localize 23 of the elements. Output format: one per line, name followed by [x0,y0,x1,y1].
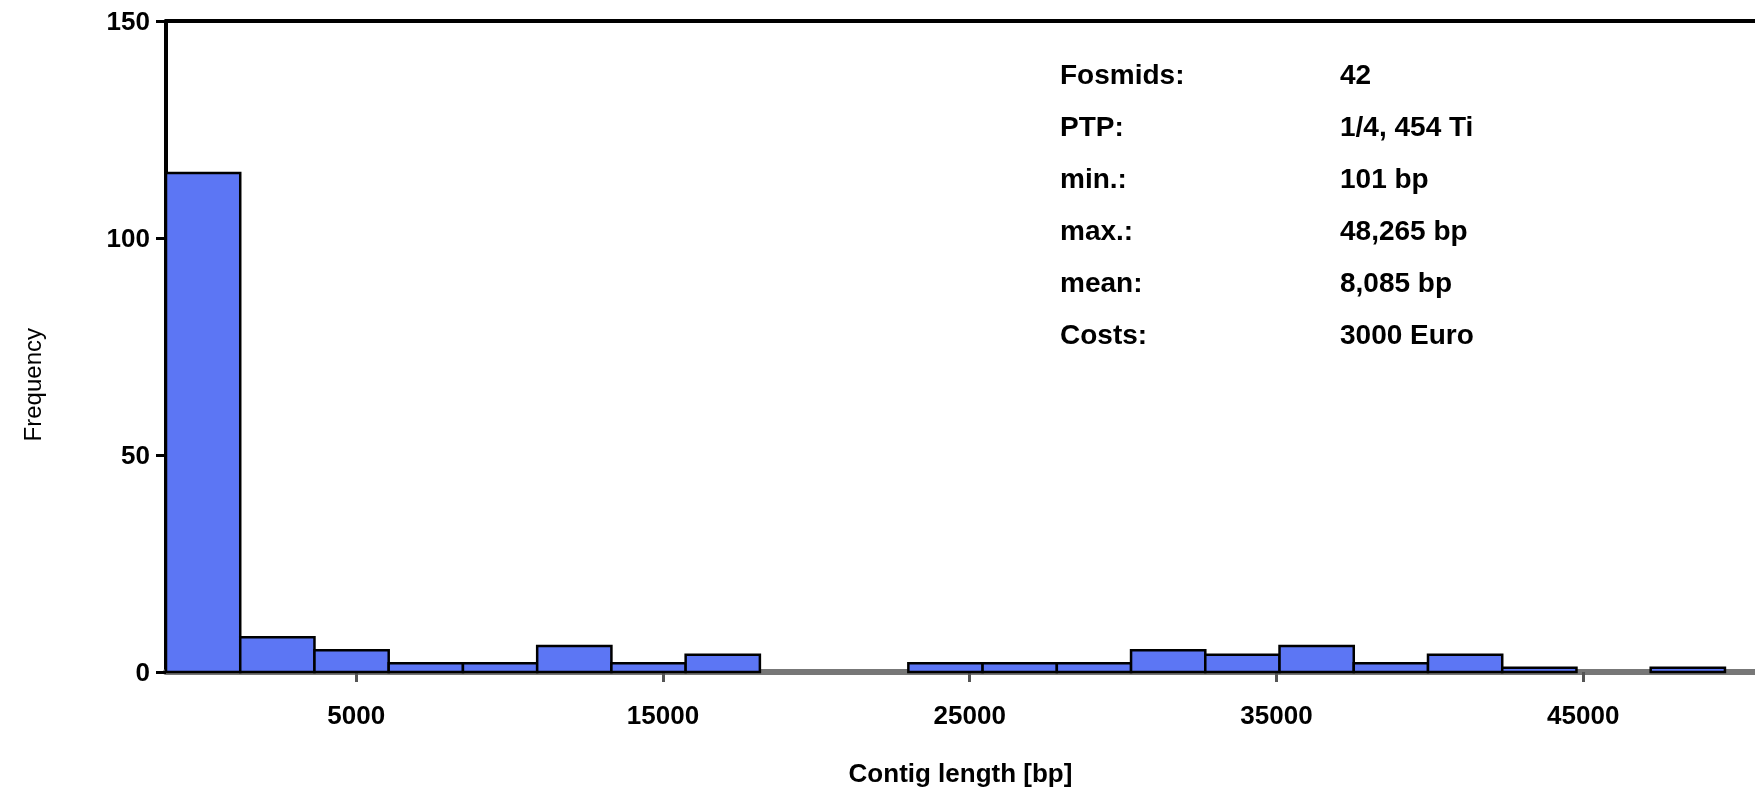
annotation: 3000 Euro [1340,318,1474,350]
annotation: Fosmids: [1060,58,1185,90]
x-tick-label: 25000 [933,700,1006,730]
x-tick-label: 15000 [626,700,700,730]
annotation: 8,085 bp [1340,266,1453,298]
y-tick-label: 0 [135,657,150,687]
annotation: 1/4, 454 Ti [1340,110,1474,142]
x-tick-label: 35000 [1240,700,1313,730]
x-tick-label: 5000 [327,700,386,730]
annotation: max.: [1060,214,1134,246]
annotation: 101 bp [1340,162,1429,194]
annotation: 42 [1340,58,1372,90]
annotation: 48,265 bp [1340,214,1468,246]
y-tick-label: 100 [106,223,150,253]
y-tick-label: 150 [106,6,150,36]
y-axis-title: Frequency [18,328,46,442]
x-axis-title: Contig length [bp] [848,758,1073,788]
y-tick-label: 50 [121,440,150,470]
annotation: min.: [1060,162,1127,194]
annotation: Costs: [1060,318,1148,350]
annotation: PTP: [1060,110,1124,142]
x-tick-label: 45000 [1547,700,1620,730]
annotation: mean: [1060,266,1143,298]
